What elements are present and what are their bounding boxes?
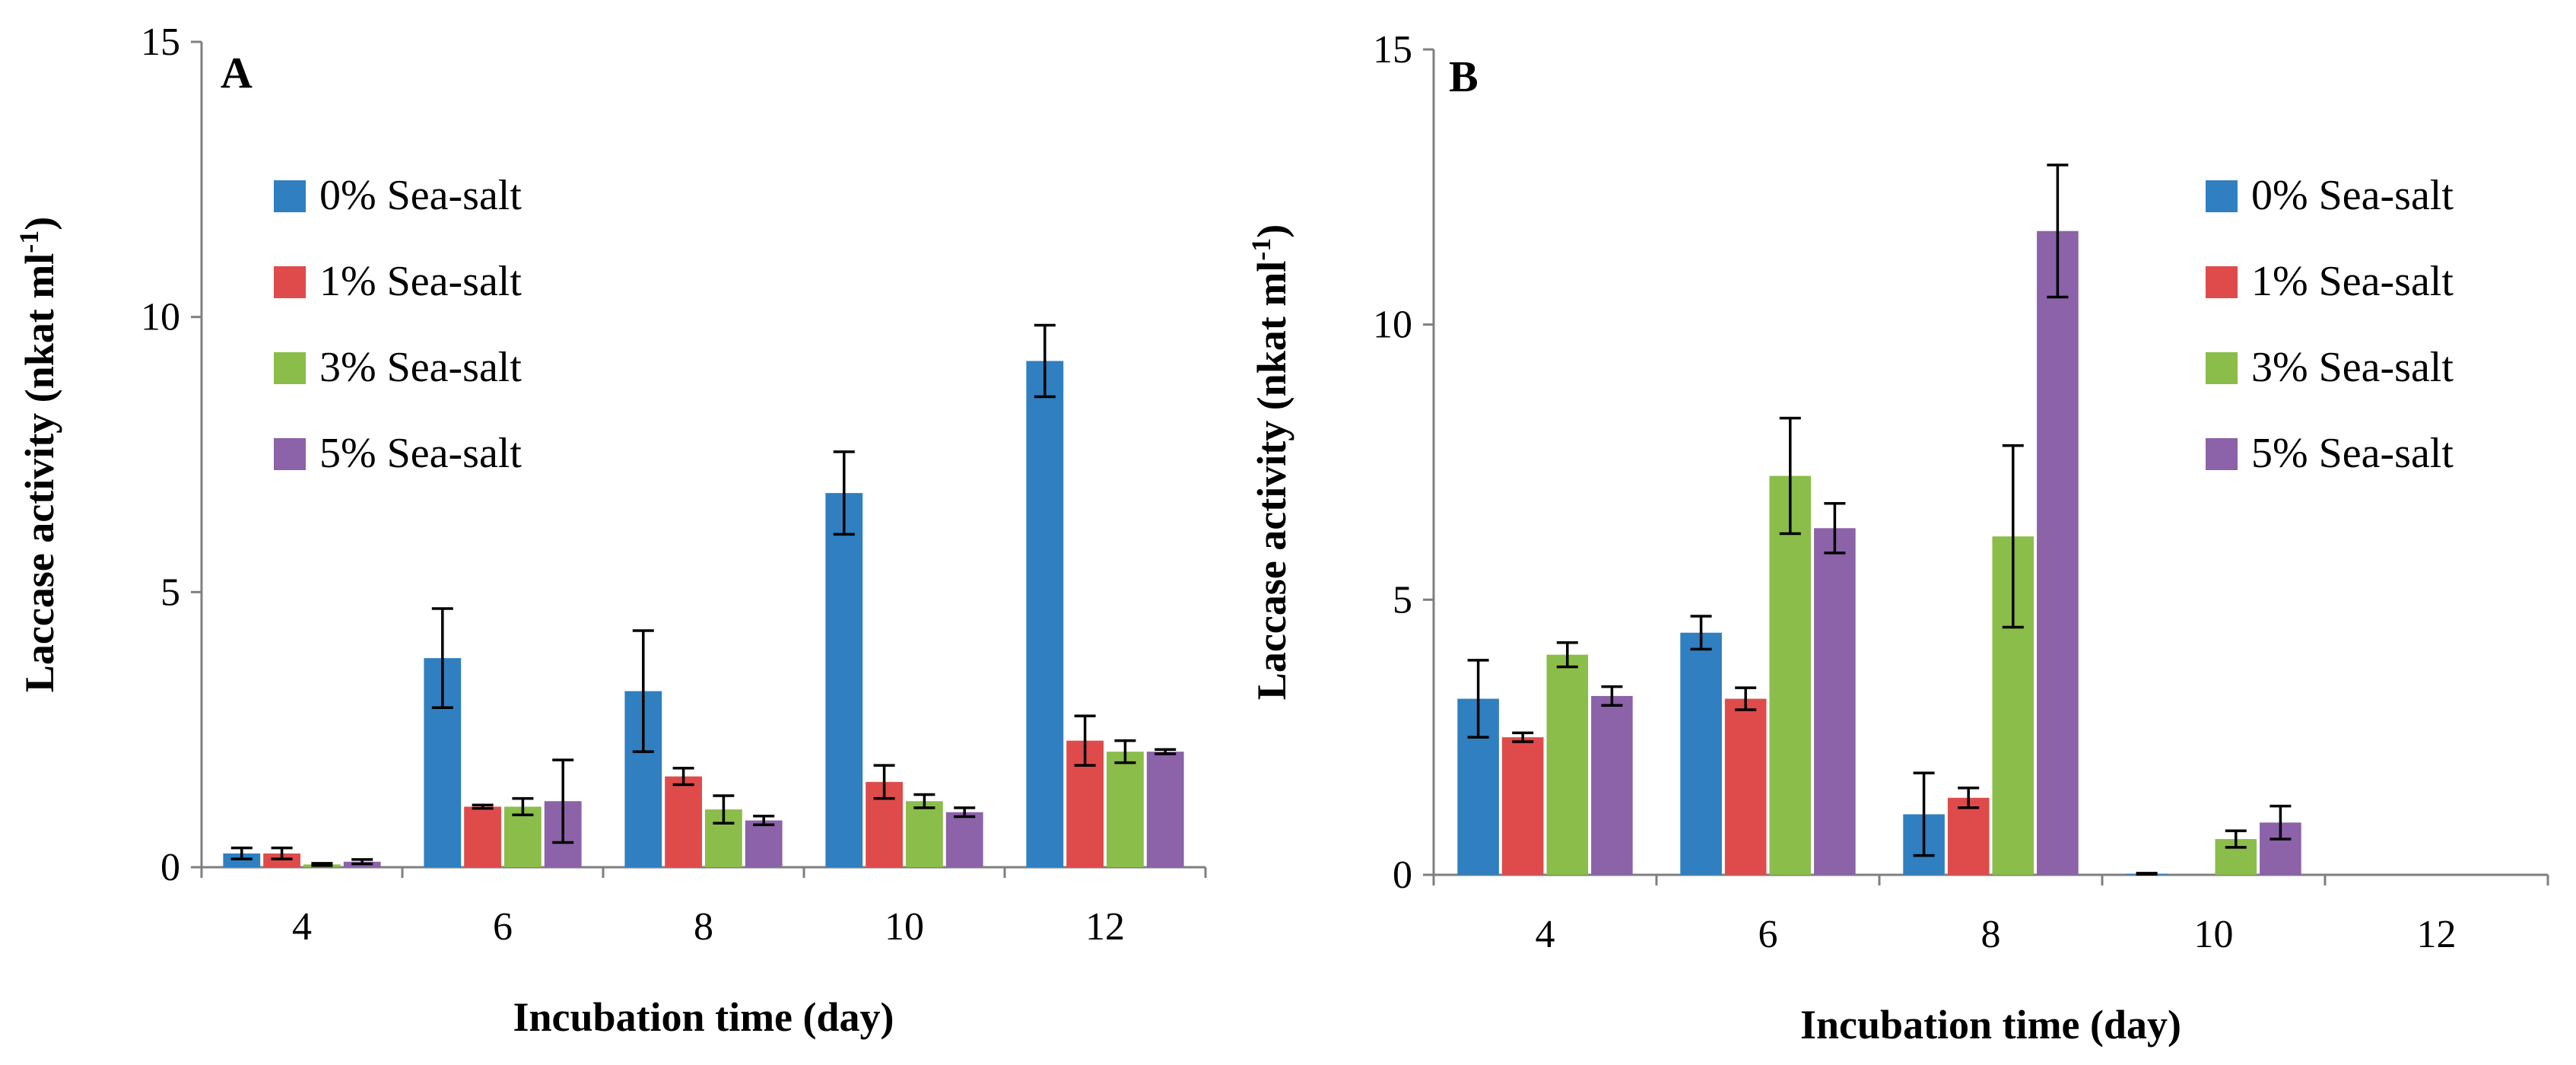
x-tick-label: 8 xyxy=(1981,913,2001,956)
x-tick-label: 4 xyxy=(1536,913,1555,956)
legend-swatch xyxy=(274,266,306,298)
y-tick-label: 10 xyxy=(141,296,180,339)
x-axis-title: Incubation time (day) xyxy=(513,994,894,1040)
bar xyxy=(906,801,943,867)
y-tick-label: 0 xyxy=(1393,854,1412,897)
y-tick-label: 5 xyxy=(160,571,180,614)
bar xyxy=(665,776,702,867)
panel-label: B xyxy=(1449,52,1479,101)
x-tick-label: 12 xyxy=(1085,905,1125,949)
x-tick-label: 10 xyxy=(2194,913,2234,956)
y-tick-label: 15 xyxy=(1373,28,1412,72)
x-tick-label: 8 xyxy=(694,905,713,949)
bar xyxy=(825,493,863,867)
legend-swatch xyxy=(2206,266,2238,298)
bar xyxy=(1947,797,1990,875)
y-tick-label: 0 xyxy=(160,846,180,889)
y-tick-label: 15 xyxy=(141,21,180,64)
y-axis-title: Laccase activity (nkat ml-1) xyxy=(14,217,62,692)
bar xyxy=(1546,654,1589,875)
bar xyxy=(504,806,542,867)
bar xyxy=(1146,752,1184,867)
x-tick-label: 6 xyxy=(493,905,513,949)
bar xyxy=(223,853,261,867)
y-tick-label: 10 xyxy=(1373,304,1412,347)
x-axis-title: Incubation time (day) xyxy=(1800,1002,2181,1048)
y-axis-title: Laccase activity (nkat ml-1) xyxy=(1246,224,1294,700)
y-axis-title-superscript: -1 xyxy=(14,230,44,253)
legend-entry: 5% Sea-salt xyxy=(2251,430,2454,477)
y-axis-title-main: Laccase activity (nkat ml xyxy=(17,253,62,692)
bar xyxy=(1769,475,1812,875)
legend-swatch xyxy=(274,438,306,470)
y-axis-title-close: ) xyxy=(1249,224,1294,238)
legend-entry: 0% Sea-salt xyxy=(2251,172,2454,219)
bar xyxy=(1591,695,1633,875)
chart-b: 0 5 10 15 4 6 8 10 12 B 0% Sea-salt 1% Sea-salt 3% S… xyxy=(1246,28,2549,1048)
legend-swatch xyxy=(2206,438,2238,470)
x-tick-label: 12 xyxy=(2417,913,2457,956)
y-axis-title-main: Laccase activity (nkat ml xyxy=(1249,261,1294,700)
bar xyxy=(1680,632,1722,875)
y-axis-title-close: ) xyxy=(17,217,62,230)
y-tick-label: 5 xyxy=(1393,578,1412,622)
x-tick-label: 10 xyxy=(885,905,924,949)
y-axis-title-superscript: -1 xyxy=(1246,238,1276,261)
legend-entry: 3% Sea-salt xyxy=(2251,344,2454,391)
bar xyxy=(464,806,501,867)
bar xyxy=(1107,752,1144,867)
bar xyxy=(1814,528,1856,875)
legend-entry: 1% Sea-salt xyxy=(2251,258,2454,305)
bar xyxy=(263,853,300,867)
panel-label: A xyxy=(221,48,253,97)
legend-swatch xyxy=(2206,180,2238,212)
bar xyxy=(1026,361,1064,867)
legend-entry: 1% Sea-salt xyxy=(319,258,522,305)
chart-a: 0 5 10 15 4 6 8 10 12 A 0% Sea-salt 1% Sea-salt 3% S… xyxy=(14,21,1207,1040)
legend-swatch xyxy=(274,352,306,384)
legend-swatch xyxy=(274,180,306,212)
bar xyxy=(2037,230,2079,875)
legend-entry: 3% Sea-salt xyxy=(319,344,522,391)
x-tick-label: 4 xyxy=(292,905,312,949)
legend-entry: 5% Sea-salt xyxy=(319,430,522,477)
bar xyxy=(945,812,983,867)
legend-entry: 0% Sea-salt xyxy=(319,172,522,219)
bar xyxy=(745,820,783,867)
bar xyxy=(1724,698,1767,875)
bar xyxy=(1501,737,1544,875)
x-tick-label: 6 xyxy=(1758,913,1778,956)
legend-swatch xyxy=(2206,352,2238,384)
